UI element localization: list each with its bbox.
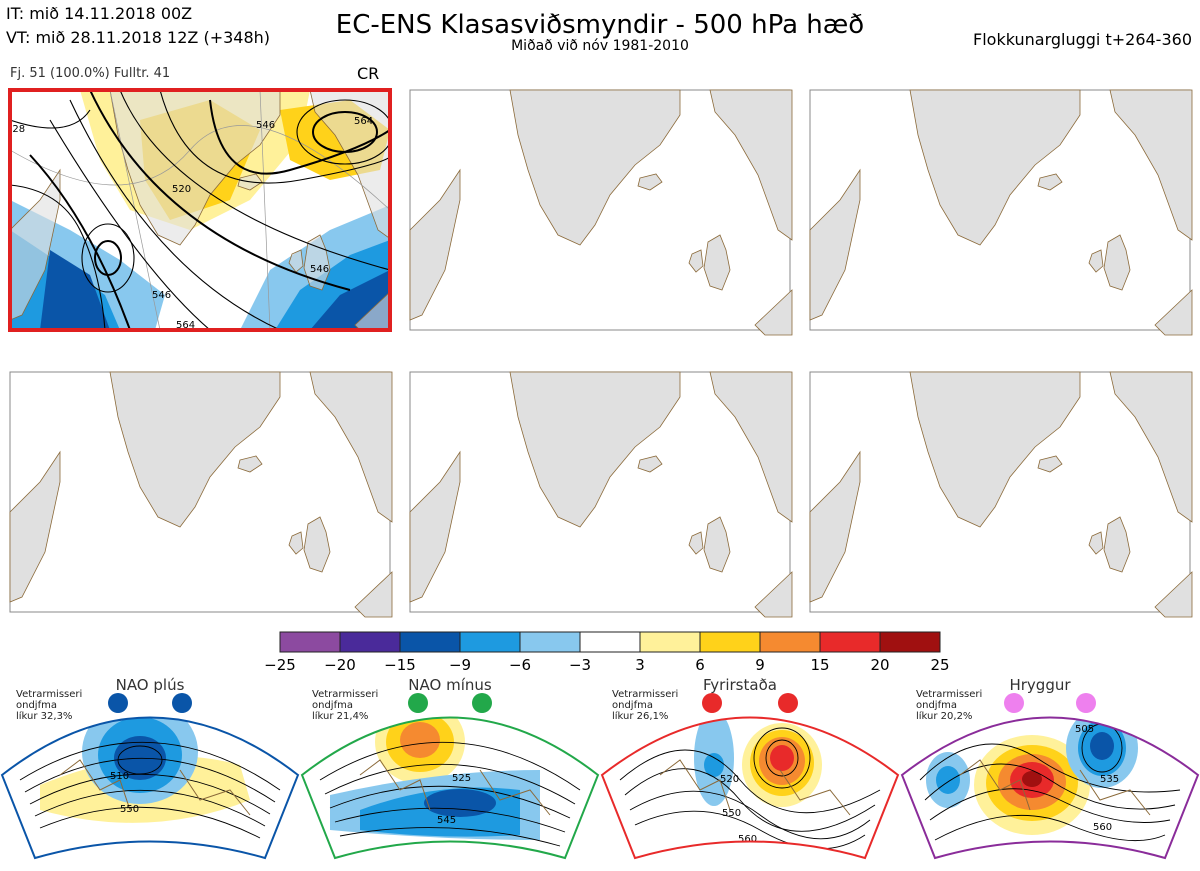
regime-1-label-2: 550 bbox=[120, 804, 139, 815]
colorbar-tick-label: −25 bbox=[264, 656, 296, 674]
regime-3-title: Fyrirstaða bbox=[703, 676, 777, 694]
regime-2-marker-2 bbox=[472, 693, 492, 713]
highlight-border bbox=[8, 88, 392, 332]
colorbar-swatch bbox=[699, 631, 761, 653]
colorbar-tick-label: −15 bbox=[384, 656, 416, 674]
regime-1-title: NAO plús bbox=[116, 676, 185, 694]
contour-label-6: 546 bbox=[310, 264, 329, 275]
colorbar-swatch bbox=[819, 631, 881, 653]
regime-1-marker-2 bbox=[172, 693, 192, 713]
colorbar-tick-label: 20 bbox=[870, 656, 889, 674]
init-time: IT: mið 14.11.2018 00Z bbox=[6, 4, 193, 23]
map-panel-5 bbox=[409, 371, 793, 618]
regime-2-title: NAO mínus bbox=[408, 676, 492, 694]
regime-1-marker-1 bbox=[108, 693, 128, 713]
regime-3-label-1: 520 bbox=[720, 774, 739, 785]
map-panel-2 bbox=[409, 89, 793, 336]
colorbar-tick-label: 25 bbox=[930, 656, 949, 674]
regime-4-marker-1 bbox=[1004, 693, 1024, 713]
classification-window: Flokkunargluggi t+264-360 bbox=[973, 30, 1192, 49]
colorbar: −25 −20 −15 −9 −6 −3 3 6 9 15 20 25 bbox=[264, 631, 950, 674]
regime-2-label-3: 565 bbox=[445, 850, 464, 861]
regime-1-border bbox=[0, 716, 300, 860]
regime-3-border bbox=[600, 716, 900, 860]
regime-2-line-1: Vetrarmisseri bbox=[312, 689, 378, 700]
regime-3-marker-1 bbox=[702, 693, 722, 713]
colorbar-tick-label: −20 bbox=[324, 656, 356, 674]
regime-4-line-3: líkur 20,2% bbox=[916, 710, 972, 722]
map-panel-1: 528 546 564 520 546 546 564 bbox=[6, 88, 392, 332]
regime-2-line-2: ondjfma bbox=[312, 700, 353, 711]
regime-4-label-1: 505 bbox=[1075, 724, 1094, 735]
regime-3-label-2: 550 bbox=[722, 808, 741, 819]
regime-1-line-2: ondjfma bbox=[16, 700, 57, 711]
regime-1-label-1: 510 bbox=[110, 771, 129, 782]
colorbar-swatch bbox=[339, 631, 401, 653]
map-panel-6 bbox=[809, 371, 1193, 618]
colorbar-swatch bbox=[759, 631, 821, 653]
regime-code: CR bbox=[357, 64, 380, 83]
colorbar-tick-label: 15 bbox=[810, 656, 829, 674]
regime-1-line-1: Vetrarmisseri bbox=[16, 689, 82, 700]
regime-2: 525 545 565 NAO mínus Vetrarmisseri ondj… bbox=[300, 676, 600, 861]
regime-2-line-3: líkur 21,4% bbox=[312, 710, 368, 722]
colorbar-swatch bbox=[399, 631, 461, 653]
page-subtitle: Miðað við nóv 1981-2010 bbox=[511, 38, 689, 54]
colorbar-swatch bbox=[639, 631, 701, 653]
regime-3-line-3: líkur 26,1% bbox=[612, 710, 668, 722]
colorbar-swatch bbox=[879, 631, 941, 653]
regime-1: 510 550 NAO plús Vetrarmisseri ondjfma l… bbox=[0, 676, 300, 860]
valid-time: VT: mið 28.11.2018 12Z (+348h) bbox=[6, 28, 271, 47]
contour-label-4: 520 bbox=[172, 184, 191, 195]
regime-4-title: Hryggur bbox=[1009, 676, 1071, 694]
regime-4-label-3: 560 bbox=[1093, 822, 1112, 833]
cluster-info: Fj. 51 (100.0%) Fulltr. 41 bbox=[10, 66, 171, 81]
regime-3-line-2: ondjfma bbox=[612, 700, 653, 711]
colorbar-swatch bbox=[279, 631, 341, 653]
regime-2-border bbox=[300, 716, 600, 860]
colorbar-swatch bbox=[579, 631, 641, 653]
regime-2-label-1: 525 bbox=[452, 773, 471, 784]
colorbar-tick-label: 9 bbox=[755, 656, 765, 674]
map-panel-4 bbox=[9, 371, 393, 618]
colorbar-tick-label: −9 bbox=[449, 656, 471, 674]
colorbar-swatch bbox=[459, 631, 521, 653]
colorbar-tick-label: −6 bbox=[509, 656, 531, 674]
regime-3-marker-2 bbox=[778, 693, 798, 713]
contour-label-3: 564 bbox=[354, 116, 373, 127]
contour-label-7: 564 bbox=[176, 320, 195, 331]
regime-4-border bbox=[900, 716, 1200, 860]
regime-2-marker-1 bbox=[408, 693, 428, 713]
regime-4-label-2: 535 bbox=[1100, 774, 1119, 785]
regime-4: 505 535 560 Hryggur Vetrarmisseri ondjfm… bbox=[900, 676, 1200, 860]
regime-3-label-3: 560 bbox=[738, 834, 757, 845]
colorbar-tick-label: −3 bbox=[569, 656, 591, 674]
page-title: EC-ENS Klasasviðsmyndir - 500 hPa hæð bbox=[335, 10, 865, 40]
regime-4-line-1: Vetrarmisseri bbox=[916, 689, 982, 700]
colorbar-tick-label: 6 bbox=[695, 656, 705, 674]
regime-3-line-1: Vetrarmisseri bbox=[612, 689, 678, 700]
contour-label-5: 546 bbox=[152, 290, 171, 301]
regime-1-line-3: líkur 32,3% bbox=[16, 710, 72, 722]
colorbar-swatch bbox=[519, 631, 581, 653]
colorbar-tick-label: 3 bbox=[635, 656, 645, 674]
regime-4-line-2: ondjfma bbox=[916, 700, 957, 711]
contour-label-1: 528 bbox=[6, 124, 25, 135]
regime-4-marker-2 bbox=[1076, 693, 1096, 713]
regime-3: 520 550 560 Fyrirstaða Vetrarmisseri ond… bbox=[600, 676, 900, 860]
map-panel-3 bbox=[809, 89, 1193, 336]
regime-2-label-2: 545 bbox=[437, 815, 456, 826]
contour-label-2: 546 bbox=[256, 120, 275, 131]
